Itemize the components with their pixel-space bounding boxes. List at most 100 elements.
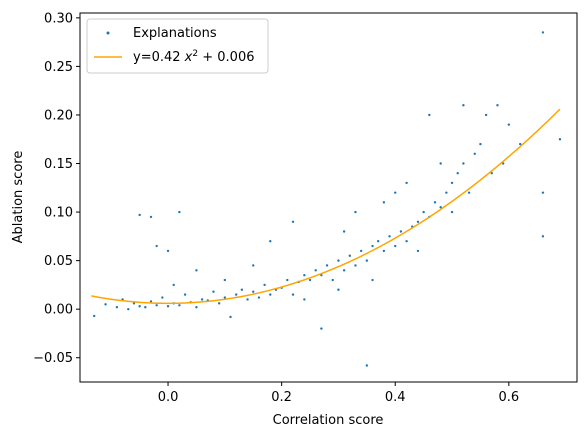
y-tick-label: 0.10 <box>44 206 73 221</box>
scatter-point <box>217 302 221 305</box>
scatter-point <box>496 104 499 107</box>
scatter-point <box>263 283 266 287</box>
scatter-point <box>200 298 204 301</box>
scatter-point <box>479 142 482 146</box>
scatter-point <box>223 278 227 282</box>
y-tick-label: 0.00 <box>44 303 73 318</box>
y-tick-label: 0.15 <box>44 157 73 172</box>
scatter-point <box>172 283 175 287</box>
scatter-point <box>183 293 187 296</box>
scatter-point <box>405 240 408 243</box>
scatter-point <box>462 104 465 107</box>
scatter-point <box>223 296 227 299</box>
scatter-point <box>325 264 329 267</box>
scatter-point <box>428 113 431 117</box>
scatter-point <box>320 327 323 330</box>
scatter-point <box>467 191 471 194</box>
scatter-point <box>127 307 130 311</box>
scatter-point <box>252 264 255 267</box>
scatter-point <box>235 293 238 296</box>
scatter-point <box>138 213 141 217</box>
scatter-point <box>257 296 261 299</box>
x-tick-label: 0.0 <box>158 390 179 405</box>
scatter-point <box>303 298 306 301</box>
legend-label-explanations: Explanations <box>133 26 217 41</box>
scatter-point <box>342 269 346 272</box>
scatter-point <box>394 244 397 248</box>
x-axis-label: Correlation score <box>273 413 384 428</box>
scatter-point <box>178 304 181 307</box>
scatter-point <box>558 138 562 141</box>
x-tick-label: 0.6 <box>498 390 519 405</box>
scatter-point <box>252 290 255 293</box>
scatter-point <box>473 152 476 155</box>
scatter-point <box>382 201 386 204</box>
scatter-point <box>365 364 369 367</box>
y-tick-label: 0.20 <box>44 108 73 123</box>
scatter-point <box>445 191 448 194</box>
y-tick-label: 0.30 <box>44 11 73 26</box>
y-tick-label: 0.05 <box>44 254 73 269</box>
scatter-point <box>519 142 522 146</box>
scatter-point <box>365 259 369 262</box>
scatter-point <box>484 113 488 117</box>
scatter-point <box>541 191 545 194</box>
scatter-point <box>541 31 545 34</box>
scatter-point <box>433 201 437 204</box>
legend-label-fit-line: y=0.42 x2 + 0.006 <box>133 49 254 65</box>
scatter-point <box>450 210 454 214</box>
scatter-point <box>269 293 272 296</box>
scatter-point <box>422 210 425 214</box>
legend-box <box>86 18 269 74</box>
scatter-point <box>93 314 96 318</box>
scatter-point <box>490 172 493 175</box>
scatter-point <box>371 278 374 282</box>
scatter-point <box>541 235 545 238</box>
legend-marker-explanations <box>106 31 110 35</box>
scatter-points <box>93 31 562 367</box>
scatter-point <box>348 254 351 257</box>
scatter-point <box>416 249 420 253</box>
scatter-point <box>144 306 147 309</box>
scatter-point <box>337 259 340 262</box>
y-tick-label: −0.05 <box>33 351 73 366</box>
scatter-point <box>394 191 397 194</box>
legend: Explanations y=0.42 x2 + 0.006 <box>86 18 269 74</box>
legend-fit-sup: 2 <box>192 49 198 59</box>
scatter-point <box>439 162 442 165</box>
scatter-point <box>462 162 465 165</box>
scatter-point <box>149 215 153 219</box>
y-tick-label: 0.25 <box>44 60 73 75</box>
scatter-point <box>337 288 340 291</box>
scatter-point <box>359 249 363 253</box>
scatter-point <box>354 264 357 267</box>
scatter-point <box>303 273 306 277</box>
y-axis-ticks: −0.05 0.00 0.05 0.10 0.15 0.20 0.25 0.30 <box>33 11 80 366</box>
scatter-point <box>155 244 158 248</box>
scatter-point <box>416 220 420 223</box>
x-axis-ticks: 0.0 0.2 0.4 0.6 <box>158 382 519 405</box>
scatter-point <box>501 162 505 165</box>
scatter-point <box>104 303 107 306</box>
scatter-point <box>286 278 289 282</box>
scatter-point <box>399 230 403 233</box>
scatter-point <box>195 306 198 309</box>
scatter-point <box>450 181 454 185</box>
scatter-point <box>439 206 442 209</box>
scatter-point <box>291 293 295 296</box>
scatter-point <box>229 315 232 319</box>
scatter-point <box>149 300 153 303</box>
scatter-point <box>331 278 334 282</box>
x-tick-label: 0.4 <box>385 390 406 405</box>
scatter-point <box>166 305 170 308</box>
scatter-point <box>382 249 386 253</box>
scatter-point <box>240 288 244 291</box>
scatter-point <box>314 269 317 272</box>
scatter-point <box>377 240 380 243</box>
y-axis-label: Ablation score <box>11 151 26 244</box>
scatter-point <box>354 210 357 214</box>
scatter-point <box>132 302 136 305</box>
scatter-point <box>138 305 141 308</box>
scatter-point <box>246 298 249 301</box>
plot-frame <box>79 12 578 383</box>
